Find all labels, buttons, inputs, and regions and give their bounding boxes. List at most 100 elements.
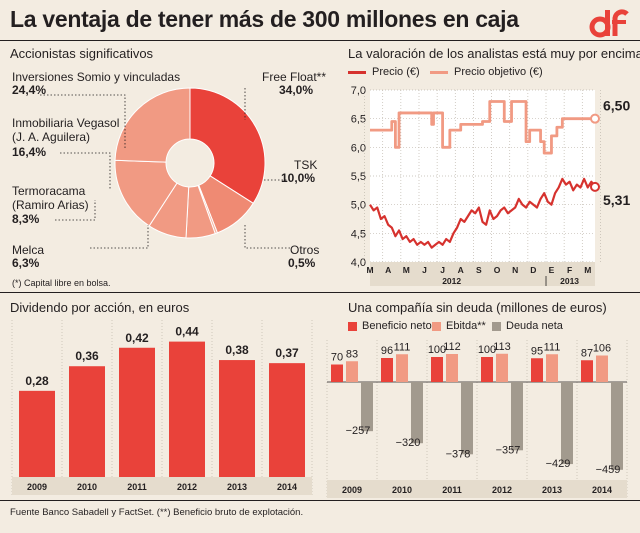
- legend-beneficio-swatch: [348, 321, 357, 331]
- middle-rule: [0, 292, 640, 293]
- dividend-title: Dividendo por acción, en euros: [10, 300, 190, 315]
- debt-xtick-2009: 2009: [342, 485, 362, 495]
- debt-bar-2013-0: [531, 358, 543, 382]
- div-xtick-2011: 2011: [127, 482, 147, 492]
- pie-value-otros: 0,5%: [288, 256, 316, 270]
- div-bar-2011: [119, 347, 155, 477]
- debt-bar-2009-2: [361, 382, 373, 432]
- legend-ebitda: Ebitda**: [432, 320, 486, 332]
- div-xtick-2009: 2009: [27, 482, 47, 492]
- div-value-2010: 0,36: [75, 349, 99, 363]
- dividend-chart: 0,28 2009 0,36 2010 0,42 2011 0,44 2012 0,38 2013…: [11, 320, 313, 495]
- debt-bar-2014-2: [611, 382, 623, 470]
- debt-xaxis-band: [327, 480, 627, 498]
- debt-bar-2012-1: [496, 353, 508, 382]
- line-endlabel-1: 6,50: [603, 98, 630, 114]
- debt-value-2010-0: 96: [381, 345, 393, 357]
- debt-bar-2014-1: [596, 355, 608, 382]
- legend-precio-swatch: [348, 70, 366, 74]
- legend-precio-label: Precio (€): [372, 66, 420, 78]
- div-value-2013: 0,38: [225, 343, 249, 357]
- line-xtick-6: S: [476, 265, 482, 275]
- legend-objetivo-swatch: [430, 70, 448, 74]
- debt-value-2011-1: 112: [443, 341, 461, 353]
- div-value-2012: 0,44: [175, 325, 199, 339]
- div-value-2009: 0,28: [25, 374, 49, 388]
- debt-value-2009-0: 70: [331, 352, 343, 364]
- line-series-1: [370, 100, 595, 155]
- line-xtick-1: A: [385, 265, 391, 275]
- line-ytick-4: 6,0: [351, 142, 366, 154]
- div-bar-2013: [219, 360, 255, 477]
- debt-xtick-2011: 2011: [442, 485, 462, 495]
- debt-bar-2012-0: [481, 357, 493, 382]
- line-xtick-8: N: [512, 265, 518, 275]
- debt-bar-2009-1: [346, 361, 358, 382]
- debt-value-2014-0: 87: [581, 347, 593, 359]
- line-endpoint-1: [590, 113, 600, 124]
- div-xtick-2010: 2010: [77, 482, 97, 492]
- debt-value-2009-1: 83: [346, 348, 358, 360]
- div-bar-2010: [69, 366, 105, 477]
- legend-ebitda-swatch: [432, 321, 441, 331]
- debt-value-2014-2: −459: [596, 464, 621, 476]
- pie-value-tsk: 10,0%: [281, 171, 316, 185]
- line-endpoint-0: [590, 181, 600, 192]
- debt-value-2012-2: −357: [496, 444, 521, 456]
- debt-bar-2011-1: [446, 354, 458, 382]
- pie-value-termoracama: 8,3%: [12, 212, 40, 226]
- line-year-2013: 2013: [560, 276, 579, 286]
- line-xtick-9: D: [530, 265, 536, 275]
- pie-label-somio: Inversiones Somio y vinculadas: [12, 70, 181, 84]
- pie-value-melca: 6,3%: [12, 256, 40, 270]
- debt-value-2010-2: −320: [396, 437, 421, 449]
- legend-ebitda-label: Ebitda**: [446, 320, 486, 332]
- footer-rule: [0, 500, 640, 501]
- div-bar-2014: [269, 363, 305, 477]
- header-rule: [0, 40, 640, 41]
- debt-bar-2010-0: [381, 358, 393, 382]
- line-xtick-5: A: [458, 265, 464, 275]
- pie-slice-0: [189, 87, 266, 205]
- pie-slice-6: [114, 87, 191, 163]
- debt-bar-2010-2: [411, 382, 423, 444]
- pie-label-termoracama: Termoracama (Ramiro Arias): [12, 184, 89, 212]
- pie-leader-2: [55, 200, 96, 221]
- legend-beneficio: Beneficio neto: [348, 320, 432, 332]
- div-value-2011: 0,42: [125, 331, 149, 345]
- legend-deuda-swatch: [492, 321, 501, 331]
- debt-bar-2011-2: [461, 382, 473, 455]
- pie-label-otros: Otros: [290, 243, 320, 257]
- line-ytick-0: 4,0: [351, 257, 366, 269]
- legend-precio: Precio (€): [348, 66, 420, 78]
- debt-value-2011-0: 100: [428, 344, 446, 356]
- line-xtick-3: J: [422, 265, 427, 275]
- line-chart: 4,0 4,5 5,0 5,5 6,0 6,5 7,0 M A M J J A S O N D E F M 2012 20…: [351, 85, 630, 286]
- line-xtick-7: O: [494, 265, 501, 275]
- line-ytick-1: 4,5: [351, 228, 366, 240]
- legend-deuda-label: Deuda neta: [506, 320, 563, 332]
- page-title: La ventaja de tener más de 300 millones …: [10, 6, 519, 32]
- div-value-2014: 0,37: [275, 346, 299, 360]
- line-plot-area: [370, 90, 595, 262]
- line-title: La valoración de los analistas está muy …: [348, 46, 640, 61]
- line-ytick-2: 5,0: [351, 200, 366, 212]
- line-xtick-10: E: [549, 265, 555, 275]
- pie-footnote: (*) Capital libre en bolsa.: [12, 278, 111, 288]
- debt-bar-2010-1: [396, 354, 408, 382]
- debt-xtick-2010: 2010: [392, 485, 412, 495]
- pie-label-freefloat: Free Float**: [262, 70, 327, 84]
- div-xtick-2013: 2013: [227, 482, 247, 492]
- line-xtick-2: M: [403, 265, 410, 275]
- line-xaxis-band: [370, 262, 595, 286]
- debt-bar-2014-0: [581, 360, 593, 382]
- pie-label-vegasol: Inmobiliaria Vegasol (J. A. Aguilera): [12, 116, 120, 144]
- debt-value-2012-0: 100: [478, 344, 496, 356]
- pie-leader-6: [244, 225, 290, 249]
- legend-beneficio-label: Beneficio neto: [362, 320, 432, 332]
- pie-chart: [40, 87, 290, 249]
- line-year-2012: 2012: [442, 276, 461, 286]
- line-xtick-12: M: [584, 265, 591, 275]
- debt-xtick-2013: 2013: [542, 485, 562, 495]
- div-xtick-2012: 2012: [177, 482, 197, 492]
